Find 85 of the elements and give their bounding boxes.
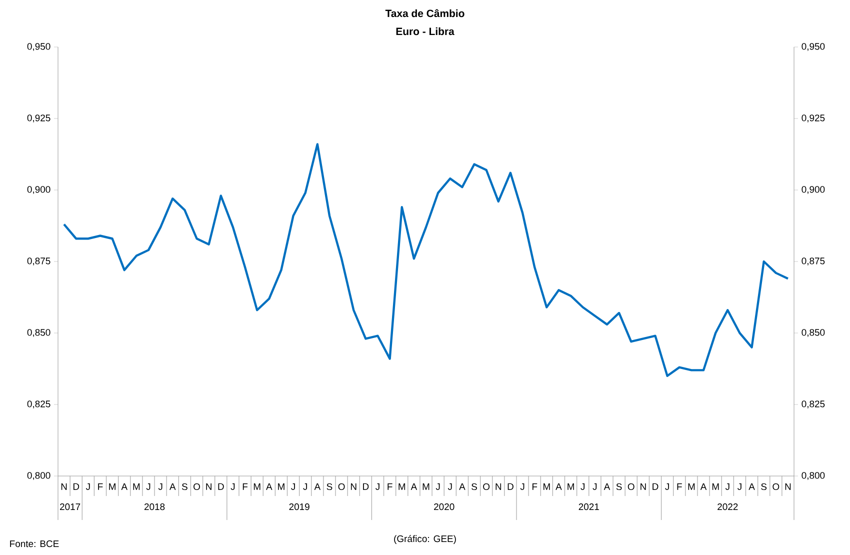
x-tick-label: D (363, 483, 369, 490)
x-tick-label: N (206, 483, 212, 490)
x-tick-label: A (556, 483, 562, 490)
x-tick-label: S (616, 483, 622, 490)
x-tick-label: M (712, 483, 719, 490)
x-tick-label: J (376, 483, 380, 490)
x-tick-label: D (508, 483, 514, 490)
source-note: Fonte: BCE (10, 540, 59, 548)
text: (Gráfico: GEE) (394, 535, 456, 544)
y-tick-label: 0,925 (802, 114, 825, 122)
x-tick-label: S (182, 483, 188, 490)
x-tick-label: F (98, 483, 103, 490)
x-tick-label: J (665, 483, 669, 490)
x-tick-label: S (326, 483, 332, 490)
x-tick-label: N (640, 483, 646, 490)
x-tick-label: M (133, 483, 140, 490)
x-tick-label: J (146, 483, 150, 490)
x-tick-label: M (109, 483, 116, 490)
x-tick-label: A (121, 483, 128, 490)
y2-tick-label: 0,950 (27, 43, 50, 51)
x-tick-label: M (688, 483, 695, 490)
x-tick-label: M (568, 483, 574, 490)
x-tick-label: M (544, 483, 550, 490)
x-tick-label: A (459, 483, 466, 490)
x-tick-label: J (725, 483, 730, 490)
x-tick-label: A (748, 483, 755, 490)
y2-tick-label: 0,900 (27, 186, 50, 194)
x-tick-label: S (472, 483, 477, 490)
x-tick-label: A (169, 483, 176, 490)
x-tick-label: F (677, 483, 682, 490)
y2-tick-label: 0,925 (27, 114, 50, 122)
x-tick-label: N (61, 483, 67, 490)
x-tick-label: A (604, 483, 610, 490)
x-tick-label: N (785, 483, 791, 490)
x-tick-label: M (398, 483, 406, 490)
x-tick-label: O (772, 483, 780, 490)
x-tick-label: F (532, 483, 538, 490)
x-tick-label: D (218, 483, 224, 490)
x-tick-label: J (86, 483, 90, 490)
y-tick-label: 0,850 (802, 329, 825, 337)
x-tick-label: A (266, 483, 272, 490)
x-tick-label: J (520, 483, 524, 490)
x-tick-label: J (737, 483, 742, 490)
text: 2017 (60, 503, 80, 510)
x-tick-label: J (158, 483, 162, 490)
y-tick-label: 0,875 (802, 258, 825, 266)
x-tick-label: S (761, 483, 767, 490)
x-tick-label: N (496, 483, 502, 490)
y-tick-label: 0,950 (802, 43, 825, 51)
y2-tick-label: 0,850 (27, 329, 50, 337)
x-tick-label: M (278, 483, 284, 490)
chart-subtitle: Euro - Libra (396, 27, 454, 36)
x-tick-label: J (303, 483, 308, 490)
text: 2019 (289, 503, 310, 510)
x-tick-label: A (700, 483, 707, 490)
x-tick-label: J (448, 483, 452, 490)
x-tick-label: J (580, 483, 585, 490)
x-tick-label: F (388, 483, 392, 490)
text: 2020 (434, 503, 454, 510)
text: 2021 (578, 503, 599, 510)
x-tick-label: J (436, 483, 440, 490)
x-tick-label: O (194, 483, 200, 490)
x-tick-label: N (350, 483, 356, 490)
x-tick-label: D (73, 483, 80, 490)
x-tick-label: A (314, 483, 321, 490)
y-tick-label: 0,900 (802, 186, 825, 194)
y2-tick-label: 0,875 (27, 258, 50, 266)
x-tick-label: J (230, 483, 235, 490)
x-tick-label: J (291, 483, 295, 490)
x-tick-label: A (410, 483, 418, 490)
x-tick-label: O (338, 483, 345, 490)
chart-title: Taxa de Câmbio (385, 9, 464, 18)
text: 2022 (718, 503, 738, 510)
y2-tick-label: 0,800 (27, 472, 50, 480)
x-tick-label: O (483, 483, 490, 490)
x-tick-label: M (254, 483, 260, 490)
x-tick-label: M (422, 483, 430, 490)
x-tick-label: O (628, 483, 634, 490)
x-tick-label: D (652, 483, 658, 490)
x-tick-label: F (242, 483, 248, 490)
y2-tick-label: 0,825 (27, 400, 50, 408)
y-tick-label: 0,825 (802, 400, 825, 408)
x-tick-label: J (592, 483, 597, 490)
text: 2018 (144, 503, 165, 510)
y-tick-label: 0,800 (802, 472, 825, 480)
